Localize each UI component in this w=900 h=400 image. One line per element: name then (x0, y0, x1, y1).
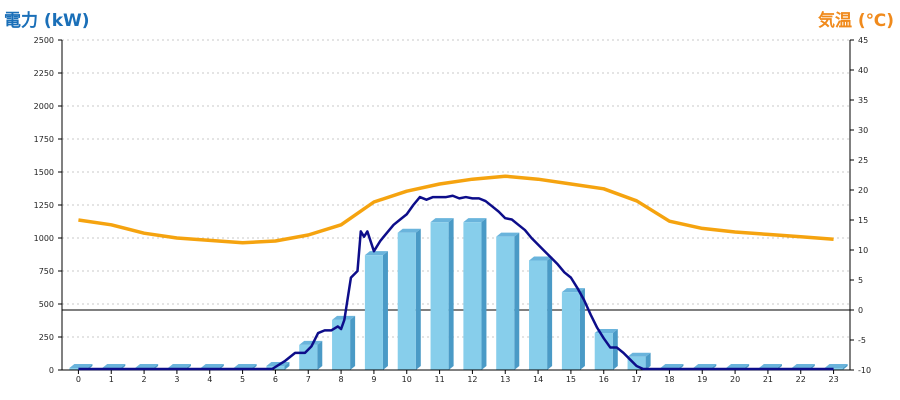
power-bar-top (200, 364, 224, 368)
power-bar-top (693, 364, 717, 368)
x-tick-label: 17 (631, 375, 641, 384)
x-tick-label: 16 (599, 375, 609, 384)
x-tick-label: 10 (402, 375, 412, 384)
power-bar-side (481, 218, 487, 370)
right-tick-label: 15 (858, 216, 868, 225)
x-tick-label: 6 (273, 375, 278, 384)
power-bar-top (496, 232, 520, 237)
power-bar-top (824, 364, 848, 368)
power-line (78, 194, 834, 371)
x-tick-label: 3 (174, 375, 179, 384)
power-bar (463, 222, 482, 370)
left-axis-title: 電力 (kW) (4, 11, 90, 31)
right-tick-label: 40 (858, 66, 868, 75)
power-bar (430, 222, 449, 370)
power-bar-side (612, 329, 618, 370)
left-tick-label: 250 (39, 333, 54, 342)
power-bar-top (660, 364, 684, 368)
power-bar-top (135, 364, 159, 368)
x-tick-label: 14 (533, 375, 543, 384)
power-bar-side (579, 288, 585, 370)
left-tick-label: 2250 (34, 69, 54, 78)
x-tick-label: 5 (240, 375, 245, 384)
left-tick-label: 2000 (34, 102, 54, 111)
power-bar-side (448, 218, 454, 370)
left-tick-label: 1250 (34, 201, 54, 210)
power-bar (561, 292, 580, 370)
left-tick-label: 1750 (34, 135, 54, 144)
x-tick-label: 12 (467, 375, 477, 384)
power-bar-top (529, 256, 553, 261)
power-bar (299, 344, 318, 370)
power-bar-top (364, 251, 388, 256)
power-bar-top (299, 340, 323, 345)
power-bar (496, 236, 515, 370)
x-tick-label: 22 (796, 375, 806, 384)
right-tick-label: 20 (858, 186, 868, 195)
power-bar-side (317, 340, 323, 370)
x-tick-label: 15 (566, 375, 576, 384)
power-bar-side (547, 256, 553, 370)
left-tick-label: 750 (39, 267, 54, 276)
x-tick-label: 20 (730, 375, 740, 384)
power-bar (332, 319, 351, 370)
power-bar-top (791, 364, 815, 368)
power-bar-top (233, 364, 257, 368)
power-bar-top (726, 364, 750, 368)
right-tick-label: 30 (858, 126, 868, 135)
x-tick-label: 4 (207, 375, 212, 384)
right-tick-label: 35 (858, 96, 868, 105)
right-tick-label: -10 (858, 366, 871, 375)
x-tick-label: 19 (697, 375, 707, 384)
right-axis-title: 気温 (℃) (817, 11, 894, 31)
x-tick-label: 0 (76, 375, 81, 384)
temperature-line (78, 174, 834, 245)
right-tick-label: -5 (858, 336, 866, 345)
right-tick-label: 45 (858, 36, 868, 45)
power-bar (594, 333, 613, 370)
power-bar (364, 255, 383, 370)
power-bar-side (842, 364, 848, 370)
x-tick-label: 21 (763, 375, 773, 384)
power-bar-top (463, 218, 487, 223)
power-bar-top (167, 364, 191, 368)
x-tick-label: 7 (306, 375, 311, 384)
x-tick-label: 18 (664, 375, 674, 384)
power-bar-side (382, 251, 388, 370)
left-tick-label: 500 (39, 300, 54, 309)
power-bar-top (102, 364, 126, 368)
x-tick-label: 1 (109, 375, 114, 384)
x-tick-label: 13 (500, 375, 510, 384)
x-tick-label: 8 (339, 375, 344, 384)
left-tick-label: 2500 (34, 36, 54, 45)
power-bar-top (430, 218, 454, 223)
power-bar-side (284, 362, 290, 370)
power-bar-side (415, 228, 421, 370)
power-bar-side (350, 315, 356, 370)
left-tick-label: 1500 (34, 168, 54, 177)
power-bar (397, 232, 416, 370)
right-tick-label: 5 (858, 276, 863, 285)
x-tick-label: 23 (828, 375, 838, 384)
left-tick-label: 1000 (34, 234, 54, 243)
power-bar-side (514, 232, 520, 370)
power-bar-top (397, 228, 421, 233)
x-tick-label: 11 (434, 375, 444, 384)
left-tick-label: 0 (49, 366, 54, 375)
x-tick-label: 9 (371, 375, 376, 384)
power-bar-top (627, 352, 651, 357)
right-tick-label: 10 (858, 246, 868, 255)
power-bar-top (69, 364, 93, 368)
right-tick-label: 25 (858, 156, 868, 165)
power-bar-side (645, 352, 651, 370)
x-tick-label: 2 (142, 375, 147, 384)
power-bar (529, 260, 548, 370)
power-bar-top (758, 364, 782, 368)
right-tick-label: 0 (858, 306, 863, 315)
